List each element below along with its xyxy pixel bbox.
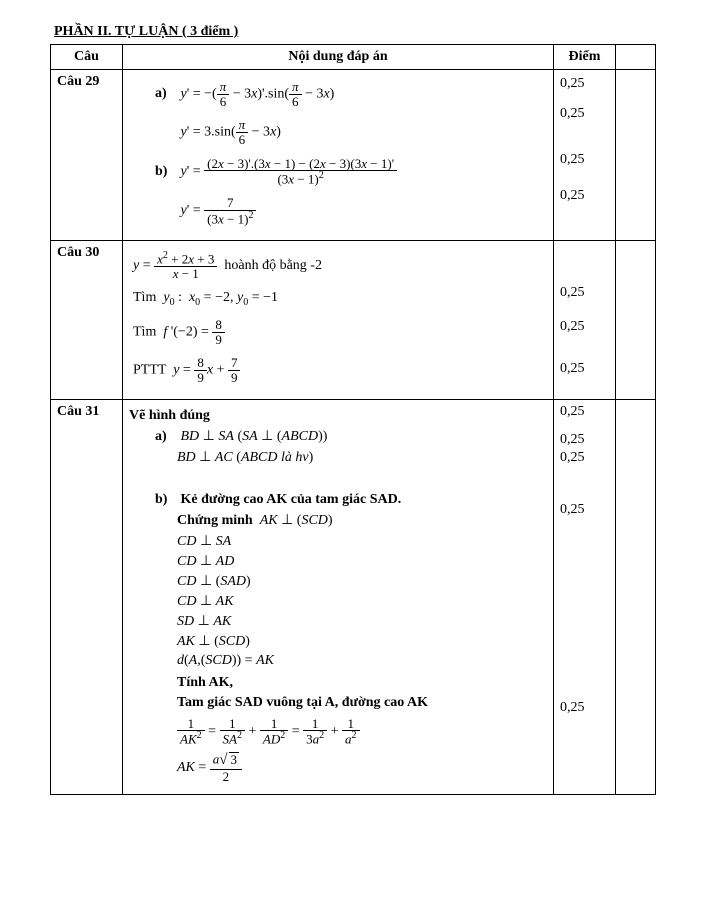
cell-cau30-content: y = x2 + 2x + 3 x − 1 hoành độ bằng -2 T… <box>123 240 554 399</box>
header-diem: Điểm <box>554 45 616 70</box>
c29-b-label: b) <box>155 164 177 180</box>
header-cau: Câu <box>51 45 123 70</box>
cell-blank <box>616 70 656 241</box>
cell-cau29-content: a) y' = −(π6 − 3x)'.sin(π6 − 3x) y' = 3.… <box>123 70 554 241</box>
answer-table: Câu Nội dung đáp án Điểm Câu 29 a) y' = … <box>50 44 656 795</box>
diem-value: 0,25 <box>560 530 609 728</box>
c30-intro: y = x2 + 2x + 3 x − 1 hoành độ bằng -2 <box>129 251 547 281</box>
diem-value: 0,25 <box>560 478 609 530</box>
diem-value: 0,25 <box>560 180 609 216</box>
c30-line2: Tìm f '(−2) = 89 <box>129 318 547 346</box>
diem-value: 0,25 <box>560 404 609 432</box>
cell-blank <box>616 399 656 794</box>
row-cau31: Câu 31 Vẽ hình đúng a) BD ⊥ SA (SA ⊥ (AB… <box>51 399 656 794</box>
c30-line3: PTTT y = 89x + 79 <box>129 356 547 384</box>
c29-a-line2: y' = 3.sin(π6 − 3x) <box>129 118 547 146</box>
c31-a2: BD ⊥ AC (ABCD là hv) <box>129 449 547 466</box>
page-title: PHẦN II. TỰ LUẬN ( 3 điểm ) <box>50 24 656 40</box>
header-noidung: Nội dung đáp án <box>123 45 554 70</box>
diem-value: 0,25 <box>560 347 609 389</box>
row-cau30: Câu 30 y = x2 + 2x + 3 x − 1 hoành độ bằ… <box>51 240 656 399</box>
c29-a-line1: a) y' = −(π6 − 3x)'.sin(π6 − 3x) <box>129 80 547 108</box>
c31-b-result: AK = a32 <box>129 752 547 783</box>
cell-cau31-label: Câu 31 <box>51 399 123 794</box>
c31-b-calc-sub: Tam giác SAD vuông tại A, đường cao AK <box>129 695 547 711</box>
cell-cau30-diem: 0,25 0,25 0,25 <box>554 240 616 399</box>
cell-blank <box>616 240 656 399</box>
table-header-row: Câu Nội dung đáp án Điểm <box>51 45 656 70</box>
diem-value: 0,25 <box>560 134 609 180</box>
diem-value: 0,25 <box>560 74 609 104</box>
c29-b-line2: y' = 7 (3x − 1)2 <box>129 196 547 226</box>
cell-cau29-label: Câu 29 <box>51 70 123 241</box>
header-blank <box>616 45 656 70</box>
c30-line1: Tìm y0 : x0 = −2, y0 = −1 <box>129 290 547 308</box>
cell-cau31-content: Vẽ hình đúng a) BD ⊥ SA (SA ⊥ (ABCD)) BD… <box>123 399 554 794</box>
diem-value: 0,25 <box>560 313 609 347</box>
diem-value: 0,25 <box>560 448 609 478</box>
cell-cau30-label: Câu 30 <box>51 240 123 399</box>
row-cau29: Câu 29 a) y' = −(π6 − 3x)'.sin(π6 − 3x) … <box>51 70 656 241</box>
c31-b-eqn: 1AK2 = 1SA2 + 1AD2 = 13a2 + 1a2 <box>129 717 547 747</box>
c31-b-calc-title: Tính AK, <box>129 675 547 691</box>
c31-b-steps: CD ⊥ SA CD ⊥ AD CD ⊥ (SAD) CD ⊥ AK SD ⊥ … <box>129 533 547 669</box>
c31-a: a) BD ⊥ SA (SA ⊥ (ABCD)) <box>129 428 547 445</box>
cell-cau31-diem: 0,25 0,25 0,25 0,25 0,25 <box>554 399 616 794</box>
diem-value: 0,25 <box>560 104 609 134</box>
diem-value: 0,25 <box>560 432 609 448</box>
c29-b-line1: b) y' = (2x − 3)'.(3x − 1) − (2x − 3)(3x… <box>129 157 547 187</box>
spacer <box>129 470 547 488</box>
c29-a-label: a) <box>155 86 177 102</box>
cell-cau29-diem: 0,25 0,25 0,25 0,25 <box>554 70 616 241</box>
diem-value: 0,25 <box>560 245 609 313</box>
c31-b-sub: Chứng minh AK ⊥ (SCD) <box>129 512 547 529</box>
c31-b-title: b) Kẻ đường cao AK của tam giác SAD. <box>129 492 547 508</box>
c31-draw: Vẽ hình đúng <box>129 408 547 424</box>
